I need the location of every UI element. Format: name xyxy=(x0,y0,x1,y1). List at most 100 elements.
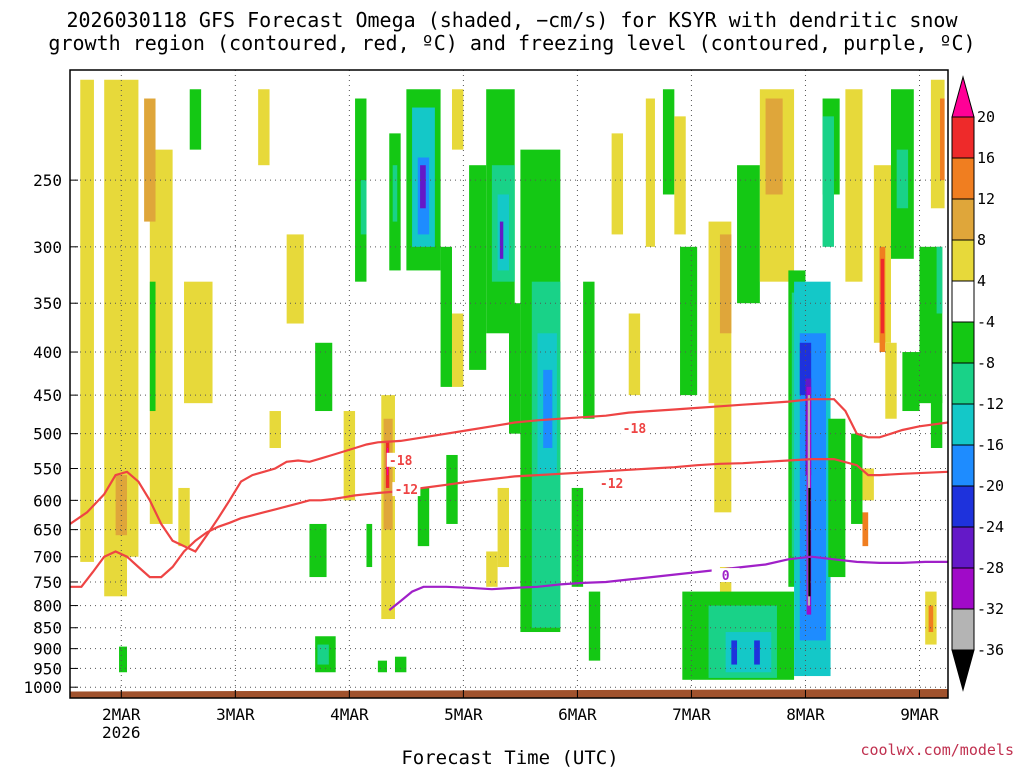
colorbar-label-6: -8 xyxy=(977,354,995,372)
omega-cell-86 xyxy=(880,258,885,334)
omega-cell-18 xyxy=(360,180,367,235)
omega-cell-52 xyxy=(645,98,655,247)
omega-cell-100 xyxy=(377,660,387,673)
y-tick-label-950: 950 xyxy=(33,659,62,678)
contour-dgz-minus18 xyxy=(70,398,948,553)
colorbar-bottom-arrow xyxy=(951,649,975,692)
y-tick-label-750: 750 xyxy=(33,573,62,592)
y-tick-label-1000: 1000 xyxy=(23,678,62,697)
y-tick-label-600: 600 xyxy=(33,491,62,510)
omega-cell-49 xyxy=(588,591,601,661)
ground-surface xyxy=(70,689,948,698)
colorbar-label-7: -12 xyxy=(977,395,1004,413)
y-tick-label-900: 900 xyxy=(33,640,62,659)
x-tick-label-3MAR: 3MAR xyxy=(216,705,255,724)
contour-dgz-minus12 xyxy=(70,458,948,588)
omega-cell-3 xyxy=(104,551,128,597)
omega-cell-59 xyxy=(719,567,732,601)
y-tick-label-400: 400 xyxy=(33,343,62,362)
omega-cell-35 xyxy=(469,165,487,370)
colorbar-label-2: 12 xyxy=(977,190,995,208)
colorbar-label-10: -24 xyxy=(977,518,1004,536)
colorbar-band-5 xyxy=(951,321,975,364)
colorbar-label-12: -32 xyxy=(977,600,1004,618)
omega-cell-33 xyxy=(417,487,430,547)
omega-shading xyxy=(80,79,945,680)
x-tick-label-6MAR: 6MAR xyxy=(558,705,597,724)
omega-cell-13 xyxy=(269,411,281,449)
omega-cell-19 xyxy=(366,523,373,568)
omega-cell-101 xyxy=(394,656,407,673)
colorbar-band-8 xyxy=(951,444,975,487)
colorbar-label-13: -36 xyxy=(977,641,1004,659)
y-tick-label-650: 650 xyxy=(33,521,62,540)
y-tick-label-250: 250 xyxy=(33,171,62,190)
colorbar-band-6 xyxy=(951,362,975,405)
omega-cell-31 xyxy=(451,89,464,150)
colorbar-label-8: -16 xyxy=(977,436,1004,454)
colorbar-band-9 xyxy=(951,485,975,528)
omega-cell-57 xyxy=(719,234,732,334)
omega-cell-8 xyxy=(178,487,190,547)
x-tick-label-4MAR: 4MAR xyxy=(330,705,369,724)
omega-cell-92 xyxy=(936,246,943,314)
omega-cell-39 xyxy=(499,221,504,259)
contour-label-bg-dgz-minus12-0 xyxy=(392,482,421,497)
colorbar-label-9: -20 xyxy=(977,477,1004,495)
omega-cell-81 xyxy=(851,433,863,524)
omega-cell-89 xyxy=(885,342,897,419)
omega-cell-5 xyxy=(144,98,156,222)
colorbar-band-10 xyxy=(951,526,975,569)
omega-cell-46 xyxy=(497,487,509,568)
contour-freezing-level xyxy=(388,555,948,611)
chart-title-line-2: growth region (contoured, red, ºC) and f… xyxy=(48,31,975,55)
contour-label-dgz-minus18-0: -18 xyxy=(389,454,413,469)
colorbar-label-4: 4 xyxy=(977,272,986,290)
source-credit[interactable]: coolwx.com/models xyxy=(860,741,1014,759)
chart-title-line-1: 2026030118 GFS Forecast Omega (shaded, −… xyxy=(66,8,958,32)
omega-cell-94 xyxy=(940,98,945,181)
omega-cell-99 xyxy=(317,644,329,665)
y-tick-label-500: 500 xyxy=(33,425,62,444)
omega-cell-45 xyxy=(543,369,553,449)
colorbar-band-4 xyxy=(951,280,975,323)
omega-cell-82 xyxy=(862,468,874,501)
omega-cell-58 xyxy=(714,403,732,513)
omega-cell-64 xyxy=(731,640,738,665)
x-tick-label-7MAR: 7MAR xyxy=(672,705,711,724)
contour-label-dgz-minus18-1: -18 xyxy=(623,422,647,437)
omega-cell-67 xyxy=(765,98,783,195)
colorbar-band-12 xyxy=(951,608,975,651)
omega-cell-96 xyxy=(928,605,934,633)
colorbar-band-0 xyxy=(951,116,975,159)
omega-cell-54 xyxy=(674,116,686,235)
colorbar-band-3 xyxy=(951,239,975,282)
omega-cell-97 xyxy=(930,395,943,449)
colorbar-band-7 xyxy=(951,403,975,446)
contour-label-bg-dgz-minus18-1 xyxy=(620,420,649,435)
y-tick-label-550: 550 xyxy=(33,460,62,479)
colorbar-label-3: 8 xyxy=(977,231,986,249)
omega-cell-65 xyxy=(754,640,760,665)
omega-cell-79 xyxy=(828,418,846,578)
contour-label-freezing-level-0: 0 xyxy=(722,569,730,584)
omega-cell-6 xyxy=(149,281,156,412)
omega-cell-11 xyxy=(258,89,270,166)
ground-surface-fill xyxy=(70,689,948,698)
plot-area: -18 -18 -12 -12 0 xyxy=(70,70,948,698)
y-tick-label-450: 450 xyxy=(33,386,62,405)
omega-cell-53 xyxy=(662,89,675,195)
x-tick-label-9MAR: 9MAR xyxy=(900,705,939,724)
colorbar-label-1: 16 xyxy=(977,149,995,167)
x-tick-label-2MAR: 2MAR xyxy=(102,705,141,724)
x-axis-title: Forecast Time (UTC) xyxy=(401,747,618,768)
x-tick-sublabel-year: 2026 xyxy=(102,723,141,742)
y-tick-label-850: 850 xyxy=(33,619,62,638)
colorbar-label-11: -28 xyxy=(977,559,1004,577)
omega-cell-80 xyxy=(845,89,863,282)
omega-cell-88 xyxy=(896,149,909,209)
contour-label-bg-dgz-minus18-0 xyxy=(386,452,415,467)
omega-cell-90 xyxy=(902,352,920,412)
omega-cell-30 xyxy=(440,246,452,387)
